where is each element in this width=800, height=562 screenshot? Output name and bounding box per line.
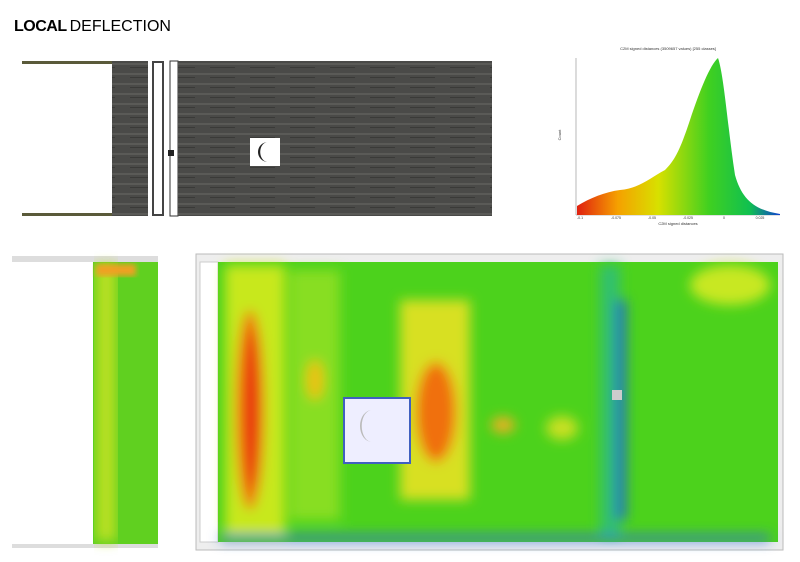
main-heatmap <box>195 253 784 551</box>
side-heatmap <box>12 256 158 548</box>
page-title: LOCAL DEFLECTION <box>14 18 171 35</box>
x-tick-label: 0.025 <box>756 216 765 220</box>
y-label: Count <box>557 129 562 141</box>
x-tick-label: -0.1 <box>577 216 583 220</box>
x-tick-label: -0.025 <box>683 216 693 220</box>
histogram: C2M signed distances (3509657 values) [2… <box>555 45 785 227</box>
histogram-title: C2M signed distances (3509657 values) [2… <box>620 46 716 51</box>
x-tick-label: -0.05 <box>648 216 656 220</box>
x-tick-label: 0 <box>723 216 725 220</box>
x-label: C2M signed distances <box>658 221 697 226</box>
deck-photo <box>22 60 492 217</box>
x-tick-label: -0.075 <box>611 216 621 220</box>
